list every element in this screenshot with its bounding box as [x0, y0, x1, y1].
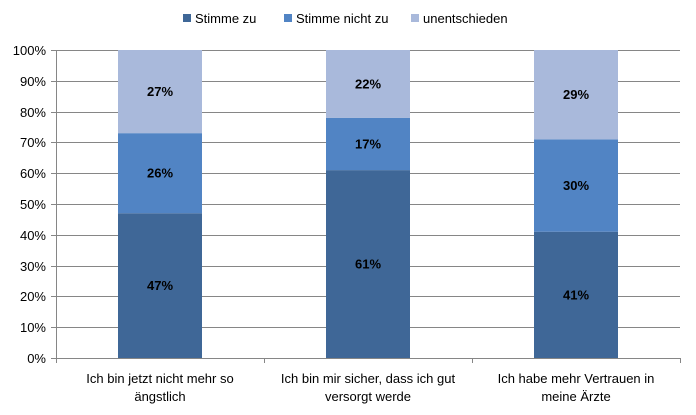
- y-tick-label: 90%: [20, 74, 46, 89]
- y-tick-label: 50%: [20, 197, 46, 212]
- legend-swatch: [411, 14, 419, 22]
- category-label: Ich bin mir sicher, dass ich gut: [281, 371, 456, 386]
- data-label: 27%: [147, 84, 173, 99]
- bar-segment: [534, 50, 618, 140]
- category-label: Ich bin jetzt nicht mehr so: [86, 371, 233, 386]
- y-tick-label: 10%: [20, 320, 46, 335]
- data-label: 22%: [355, 76, 381, 91]
- data-label: 26%: [147, 166, 173, 181]
- bar-segment: [534, 231, 618, 358]
- legend-label: Stimme zu: [195, 11, 256, 26]
- bar-segment: [118, 50, 202, 134]
- data-labels: 47% 26% 27% 61% 17% 22% 41% 30% 29%: [147, 76, 589, 302]
- bar-segment: [326, 170, 410, 358]
- legend-label: unentschieden: [423, 11, 508, 26]
- legend: Stimme zu Stimme nicht zu unentschieden: [183, 11, 508, 26]
- data-label: 61%: [355, 257, 381, 272]
- y-tick-label: 40%: [20, 228, 46, 243]
- bar-segment: [326, 117, 410, 171]
- category-label: ängstlich: [134, 389, 185, 404]
- data-label: 30%: [563, 178, 589, 193]
- y-tick-label: 20%: [20, 289, 46, 304]
- legend-swatch: [183, 14, 191, 22]
- y-tick-label: 30%: [20, 259, 46, 274]
- category-label: meine Ärzte: [541, 389, 610, 404]
- category-label: Ich habe mehr Vertrauen in: [498, 371, 655, 386]
- legend-swatch: [284, 14, 292, 22]
- y-tick-label: 70%: [20, 135, 46, 150]
- bars: [118, 50, 618, 358]
- y-tick-label: 100%: [13, 43, 47, 58]
- bar-segment: [118, 213, 202, 358]
- category-label: versorgt werde: [325, 389, 411, 404]
- y-tick-label: 80%: [20, 105, 46, 120]
- legend-label: Stimme nicht zu: [296, 11, 388, 26]
- data-label: 41%: [563, 287, 589, 302]
- bar-segment: [534, 139, 618, 232]
- y-axis-tick-labels: 0% 10% 20% 30% 40% 50% 60% 70% 80% 90% 100%: [13, 43, 47, 366]
- bar-segment: [118, 133, 202, 214]
- y-tick-label: 0%: [27, 351, 46, 366]
- data-label: 17%: [355, 136, 381, 151]
- data-label: 47%: [147, 278, 173, 293]
- bar-segment: [326, 50, 410, 118]
- y-tick-label: 60%: [20, 166, 46, 181]
- category-labels: Ich bin jetzt nicht mehr so ängstlich Ich …: [86, 371, 654, 404]
- axes: [51, 50, 681, 363]
- data-label: 29%: [563, 87, 589, 102]
